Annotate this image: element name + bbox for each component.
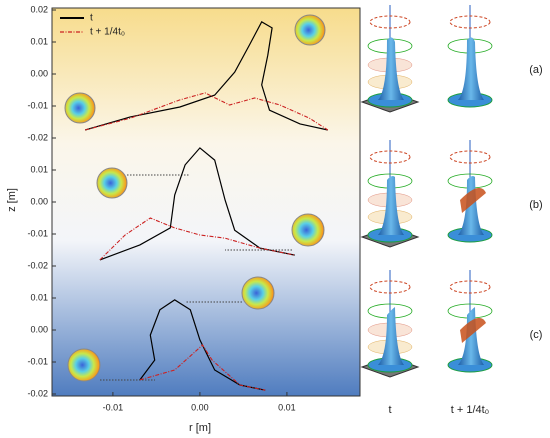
inset-disk [96,167,128,199]
y-tick-label: 0.01 [30,292,48,302]
series-line [99,147,295,261]
surface-peak [378,307,404,365]
y-axis-label: z [m] [6,188,18,212]
legend-label: t + 1/4t₀ [90,27,125,38]
y-tick-label: 0.00 [30,68,48,78]
y-tick-label: 0.02 [30,4,48,14]
y-tick-label: -0.02 [27,132,48,142]
y-tick-label: -0.02 [27,260,48,270]
inset-disk [67,348,101,382]
inset-disk [294,14,326,46]
y-tick-label: 0.01 [30,36,48,46]
x-tick-label: 0.01 [278,402,296,412]
surface-peak [378,37,404,100]
series-line [139,344,266,391]
column-label: t + 1/4t₀ [451,404,490,416]
rotation-ring [449,15,491,29]
row-label: (a) [529,64,542,76]
x-tick-label: -0.01 [103,402,124,412]
series-line [99,217,295,261]
series-line [84,92,329,131]
inset-disk [291,213,325,247]
vortex-sheet [460,187,486,213]
connector [100,174,292,381]
y-tick-label: -0.01 [27,100,48,110]
insets [64,14,326,382]
series-line [84,20,328,131]
y-tick-label: -0.01 [27,356,48,366]
rotation-ring [369,15,411,29]
y-tick-label: 0.00 [30,324,48,334]
inset-disk [241,276,275,310]
x-tick-label: 0.00 [191,402,209,412]
y-tick-label: -0.02 [27,388,48,398]
inset-disk [64,92,96,124]
legend-label: t [90,13,93,24]
surface-peak [458,307,484,365]
rotation-ring [369,280,411,294]
surface-peak [458,37,484,100]
rotation-ring [449,150,491,164]
y-tick-label: 0.01 [30,164,48,174]
y-tick-label: -0.01 [27,228,48,238]
column-label: t [388,404,391,416]
vortex-sheet [460,317,486,343]
plot-area [51,7,361,397]
rotation-ring [369,150,411,164]
x-axis-label: r [m] [189,422,211,434]
rotation-ring [449,280,491,294]
series-line [139,299,266,391]
y-tick-label: 0.00 [30,196,48,206]
row-label: (b) [529,199,542,211]
surface-peak [378,176,404,235]
row-label: (c) [530,329,543,341]
